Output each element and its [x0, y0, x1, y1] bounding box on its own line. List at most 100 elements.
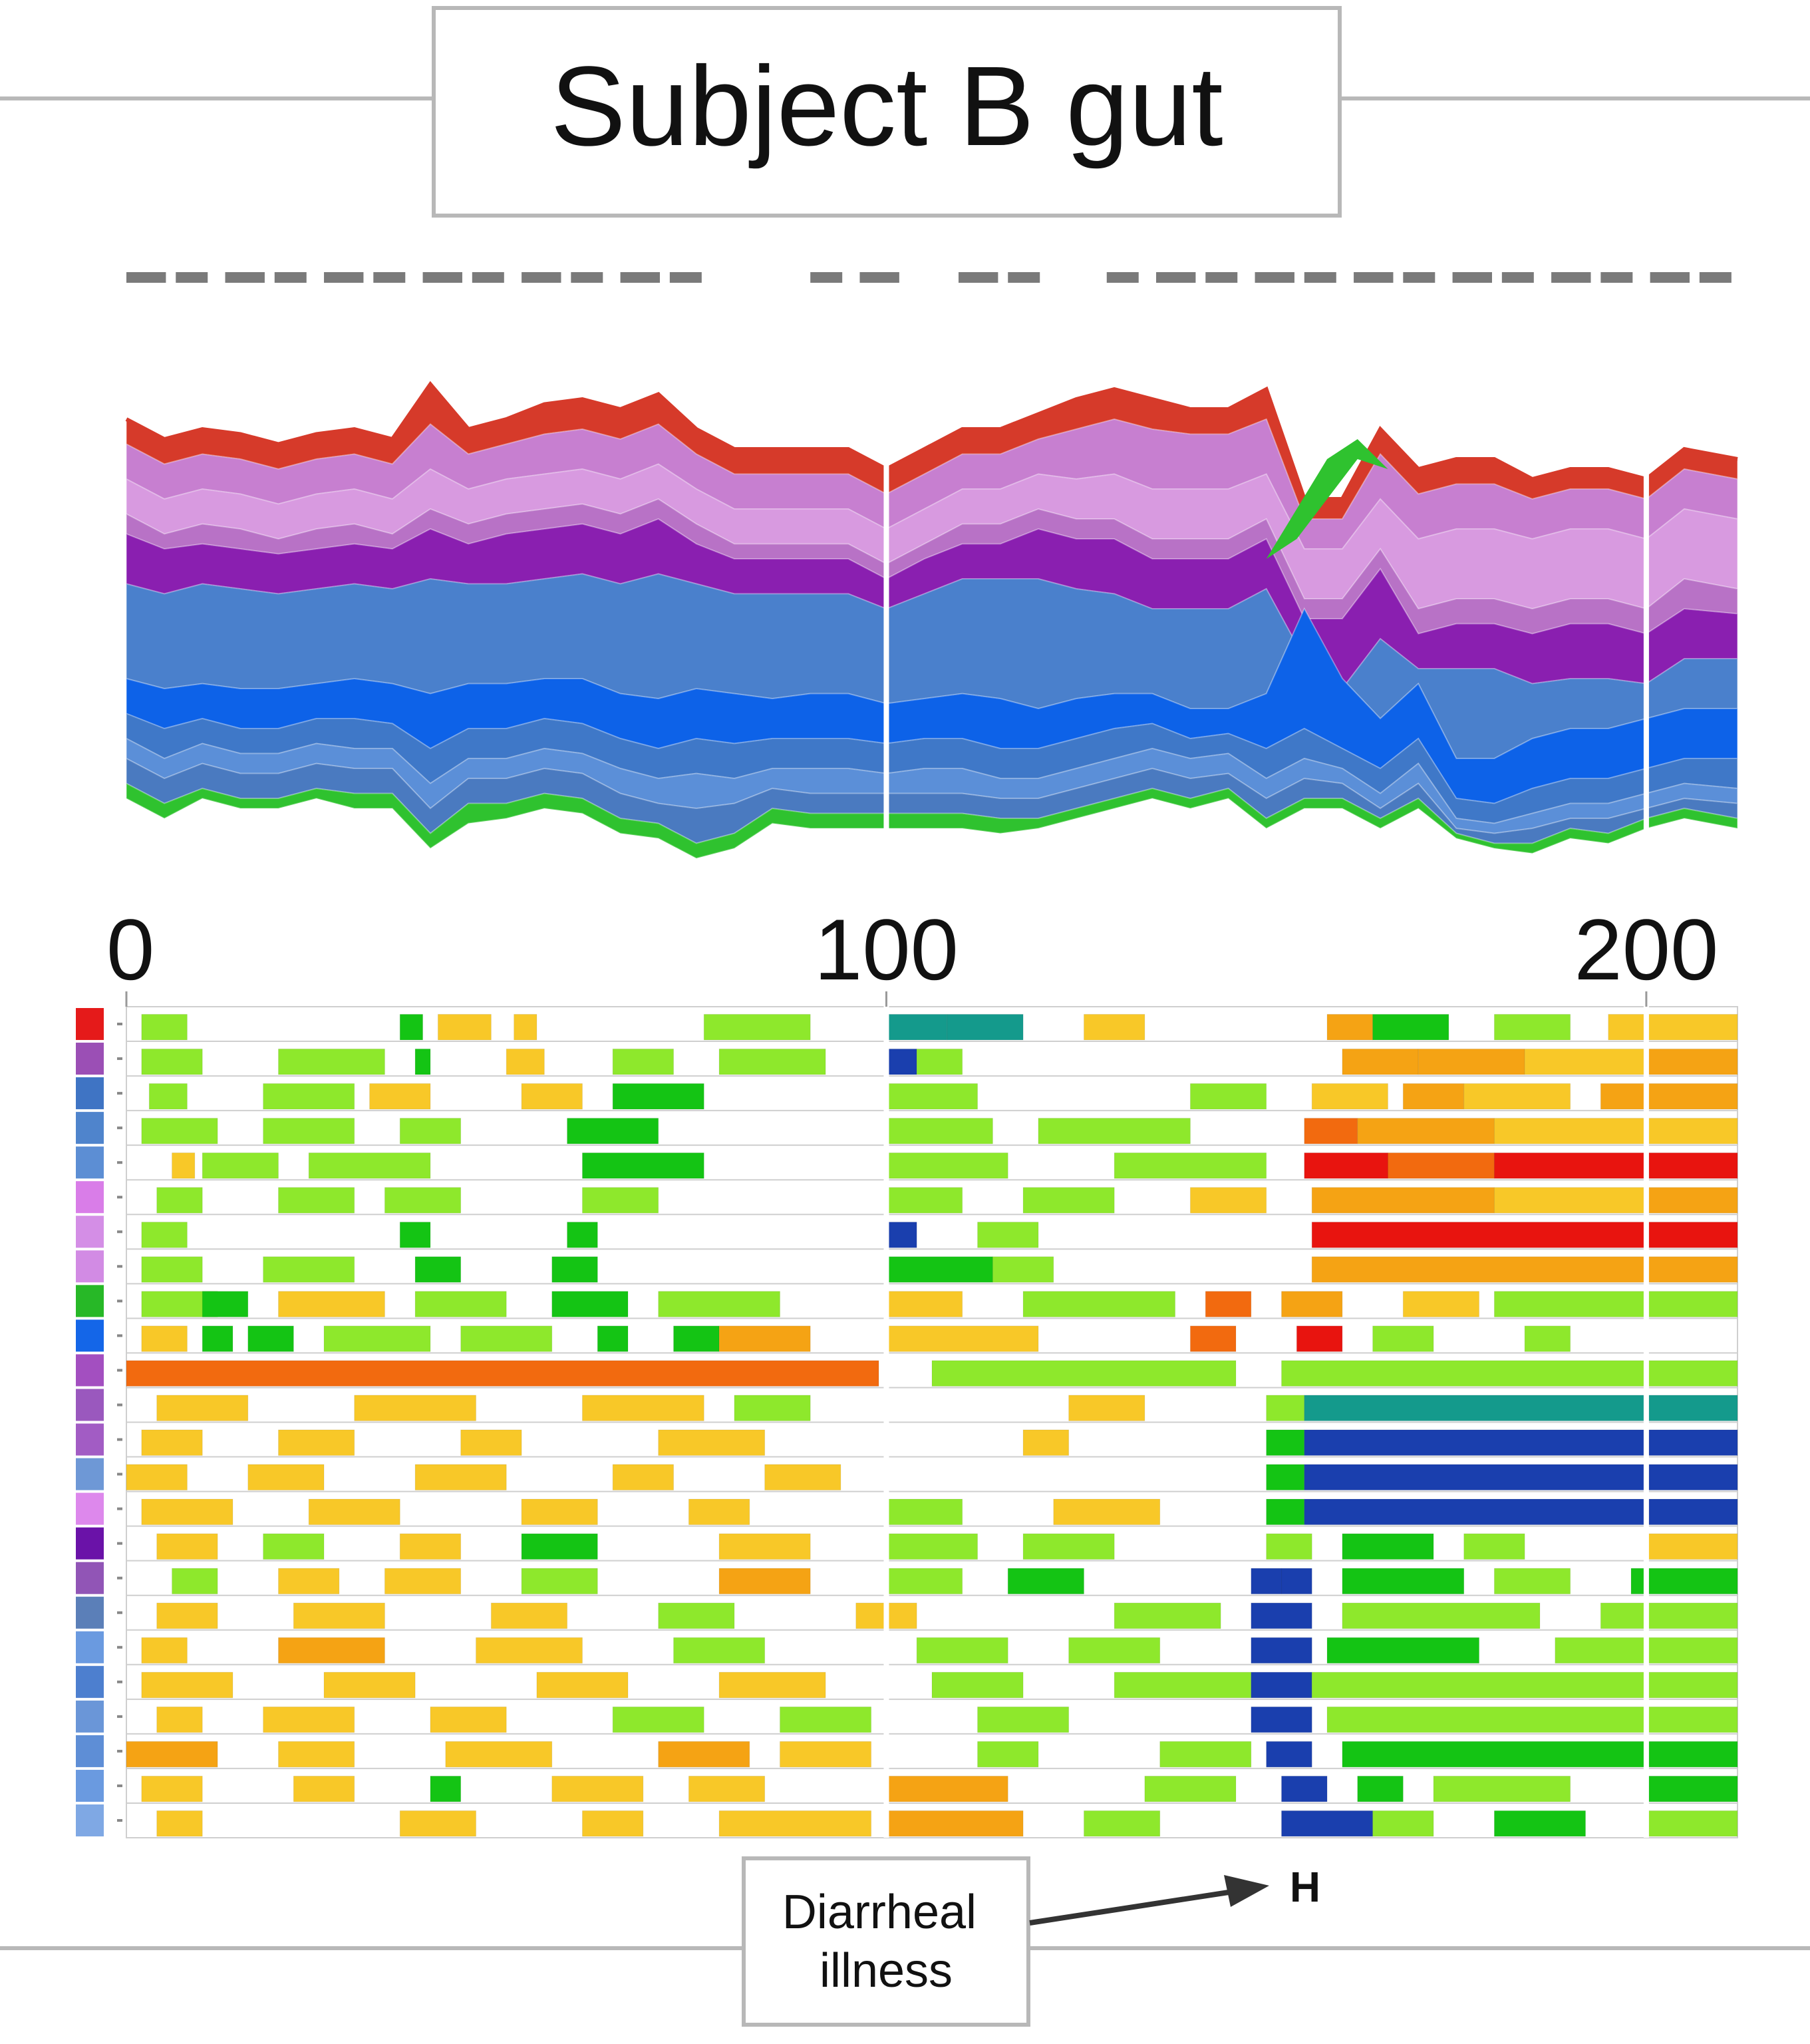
- heatmap-cell-r11-5: [1266, 1395, 1305, 1421]
- heatmap-cell-r20-2: [430, 1706, 507, 1733]
- heatmap-cell-r1-4: [612, 1048, 675, 1075]
- heatmap-cell-r21-0: [126, 1741, 218, 1768]
- heatmap-cell-r21-8: [1342, 1741, 1738, 1768]
- heatmap-cell-r16-3: [521, 1568, 598, 1595]
- heatmap-cell-r11-3: [734, 1395, 811, 1421]
- heatmap-cell-r23-2: [581, 1810, 644, 1837]
- heatmap-cell-r0-7: [1083, 1013, 1145, 1041]
- row-color-swatch-13: [76, 1458, 104, 1490]
- heatmap-cell-r6-1: [399, 1222, 431, 1248]
- row-color-swatch-22: [76, 1769, 104, 1802]
- event-label: H: [1290, 1863, 1320, 1911]
- row-tick-23: [117, 1818, 122, 1822]
- row-tick-2: [117, 1092, 122, 1095]
- heatmap-cell-r1-3: [506, 1048, 545, 1075]
- heatmap-cell-r11-0: [156, 1395, 249, 1421]
- heatmap-cell-r15-4: [718, 1533, 811, 1560]
- heatmap-cell-r8-8: [1205, 1291, 1252, 1317]
- heatmap-cell-r13-2: [414, 1464, 507, 1491]
- heatmap-cell-r4-9: [1646, 1152, 1738, 1179]
- sampling-dash-12: [810, 272, 843, 283]
- heatmap-cell-r7-1: [263, 1256, 355, 1283]
- heatmap-cell-r10-1: [931, 1360, 1237, 1387]
- row-color-swatch-12: [76, 1423, 104, 1456]
- row-color-swatch-17: [76, 1596, 104, 1629]
- sampling-dash-14: [958, 272, 998, 283]
- sampling-dash-21: [1354, 272, 1394, 283]
- heatmap-cell-r23-8: [1493, 1810, 1586, 1837]
- heatmap-cell-r16-6: [1007, 1568, 1084, 1595]
- sampling-dash-6: [422, 272, 462, 283]
- sampling-dash-20: [1304, 272, 1336, 283]
- row-tick-11: [117, 1403, 122, 1407]
- heatmap-cell-r10-0: [126, 1360, 879, 1387]
- heatmap-cell-r1-6: [885, 1048, 917, 1075]
- annotation-line-1: Diarrheal: [782, 1886, 977, 1939]
- heatmap-cell-r19-1: [323, 1671, 416, 1699]
- heatmap-cell-r8-2: [277, 1291, 385, 1317]
- heatmap-cell-r5-7: [1311, 1187, 1495, 1214]
- heatmap-cell-r7-0: [141, 1256, 203, 1283]
- heatmap-cell-r12-5: [1266, 1429, 1305, 1456]
- heatmap-cell-r14-0: [141, 1498, 233, 1526]
- heatmap-cell-r23-9: [1646, 1810, 1738, 1837]
- heatmap-cell-r9-1: [202, 1325, 233, 1352]
- row-color-swatch-6: [76, 1216, 104, 1248]
- sampling-dash-18: [1205, 272, 1238, 283]
- heatmap-cell-r3-1: [263, 1118, 355, 1144]
- area-green-spike: [1266, 439, 1388, 559]
- heatmap-cell-r23-5: [1083, 1810, 1161, 1837]
- heatmap-cell-r17-6: [1251, 1602, 1312, 1629]
- heatmap-cell-r1-8: [1342, 1048, 1419, 1075]
- heatmap-cell-r2-1: [263, 1083, 355, 1110]
- row-color-swatch-5: [76, 1181, 104, 1214]
- heatmap-cell-r3-4: [885, 1118, 993, 1144]
- heatmap-cell-r6-3: [885, 1222, 917, 1248]
- heatmap-cell-r20-0: [156, 1706, 203, 1733]
- heatmap-cell-r1-9: [1418, 1048, 1525, 1075]
- heatmap-cell-r16-5: [885, 1568, 963, 1595]
- heatmap-cell-r0-8: [1326, 1013, 1374, 1041]
- heatmap-cell-r14-4: [885, 1498, 963, 1526]
- sampling-dash-17: [1156, 272, 1196, 283]
- heatmap-cell-r4-0: [172, 1152, 196, 1179]
- sampling-dash-28: [1699, 272, 1732, 283]
- heatmap-cell-r13-3: [612, 1464, 675, 1491]
- heatmap-cell-r20-4: [780, 1706, 872, 1733]
- heatmap-cell-r8-5: [658, 1291, 781, 1317]
- heatmap-cell-r2-4: [612, 1083, 704, 1110]
- heatmap-cell-r9-5: [597, 1325, 629, 1352]
- heatmap-cell-r17-1: [293, 1602, 385, 1629]
- row-tick-4: [117, 1161, 122, 1164]
- heatmap-cell-r4-3: [581, 1152, 704, 1179]
- row-tick-14: [117, 1507, 122, 1510]
- sampling-indicator: [126, 272, 1732, 283]
- heatmap-cell-r19-0: [141, 1671, 233, 1699]
- heatmap-cell-r11-1: [354, 1395, 477, 1421]
- heatmap-cell-r0-9: [1372, 1013, 1449, 1041]
- sampling-dash-16: [1106, 272, 1139, 283]
- heatmap-cell-r19-3: [718, 1671, 826, 1699]
- x-axis-ticks: 0 100 200: [106, 901, 1718, 1007]
- heatmap-cell-r22-10: [1646, 1775, 1738, 1802]
- row-tick-21: [117, 1749, 122, 1753]
- row-color-swatch-14: [76, 1492, 104, 1525]
- heatmap-cell-r21-6: [1159, 1741, 1252, 1768]
- heatmap-cell-r8-9: [1281, 1291, 1343, 1317]
- row-color-swatch-0: [76, 1008, 104, 1041]
- row-color-swatch-19: [76, 1665, 104, 1698]
- heatmap-cell-r6-2: [567, 1222, 598, 1248]
- heatmap-cell-r15-7: [1266, 1533, 1312, 1560]
- heatmap-cell-r3-8: [1493, 1118, 1738, 1144]
- row-tick-10: [117, 1369, 122, 1372]
- heatmap-cell-r12-0: [141, 1429, 203, 1456]
- heatmap-cell-r15-1: [263, 1533, 325, 1560]
- heatmap-cell-r22-7: [1281, 1775, 1328, 1802]
- heatmap-cell-r5-4: [885, 1187, 963, 1214]
- heatmap-cell-r23-7: [1372, 1810, 1434, 1837]
- heatmap-cell-r22-8: [1357, 1775, 1404, 1802]
- heatmap-cell-r1-7: [916, 1048, 963, 1075]
- heatmap-cell-r18-4: [916, 1637, 1008, 1664]
- heatmap-cell-r2-9: [1463, 1083, 1571, 1110]
- heatmap-cell-r10-2: [1281, 1360, 1738, 1387]
